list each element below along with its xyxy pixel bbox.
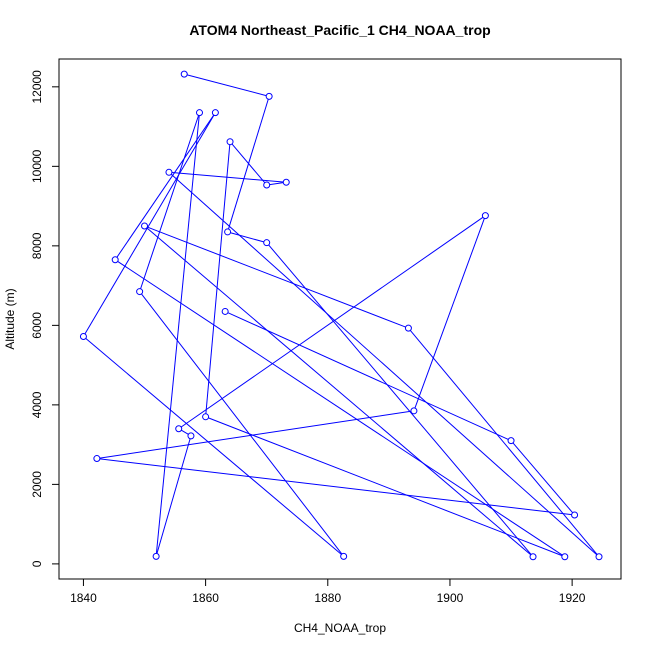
data-point: [221, 307, 229, 315]
data-point: [136, 288, 144, 296]
x-axis: 1840 1860 1880 1900 1920: [70, 578, 586, 605]
y-axis: 0 2000 4000 6000 8000 10000 12000: [30, 70, 60, 567]
series-segment: [116, 114, 215, 258]
data-point: [263, 181, 271, 189]
x-tick-label: 1880: [314, 591, 341, 605]
series-segment: [414, 218, 485, 409]
series-segment: [231, 143, 266, 184]
data-point: [180, 70, 188, 78]
data-point: [187, 432, 195, 440]
series-segment: [171, 172, 284, 183]
data-point: [529, 553, 537, 561]
data-point: [481, 212, 489, 220]
x-axis-label: CH4_NOAA_trop: [294, 621, 386, 635]
y-tick-label: 2000: [30, 471, 44, 498]
data-point: [410, 407, 418, 415]
data-point: [111, 256, 119, 264]
series-segment: [147, 226, 406, 328]
data-point: [202, 413, 210, 421]
series-segment: [181, 429, 189, 435]
series-segment: [99, 410, 412, 459]
series-segment: [84, 115, 215, 335]
series-segment: [205, 144, 231, 414]
series-segment: [155, 115, 200, 554]
data-point: [211, 109, 219, 117]
data-point: [404, 324, 412, 332]
data-point: [595, 553, 603, 561]
data-point: [571, 511, 579, 519]
data-point: [93, 455, 101, 463]
series-segment: [99, 458, 572, 516]
data-point: [141, 222, 149, 230]
ch4-series: [79, 70, 603, 561]
series-segment: [85, 338, 342, 555]
y-tick-label: 6000: [30, 312, 44, 339]
y-axis-label: Altitude (m): [3, 288, 17, 349]
x-tick-label: 1840: [70, 591, 97, 605]
data-point: [79, 332, 87, 340]
series-segment: [268, 244, 532, 555]
data-point: [175, 425, 183, 433]
series-segment: [141, 293, 343, 555]
series-segment: [117, 261, 563, 556]
series-segment: [187, 74, 267, 97]
data-point: [507, 437, 515, 445]
x-tick-label: 1920: [559, 591, 586, 605]
data-point: [224, 228, 232, 236]
data-point: [165, 168, 173, 176]
y-tick-label: 12000: [30, 70, 44, 104]
y-tick-label: 8000: [30, 232, 44, 259]
series-segment: [170, 173, 598, 556]
series-segment: [409, 330, 598, 555]
chart-title: ATOM4 Northeast_Pacific_1 CH4_NOAA_trop: [189, 22, 490, 38]
data-point: [282, 178, 290, 186]
series-segment: [208, 417, 563, 557]
data-point: [263, 239, 271, 247]
data-point: [226, 138, 234, 146]
series-segment: [156, 438, 191, 554]
series-segment: [146, 227, 532, 556]
y-tick-label: 10000: [30, 149, 44, 183]
series-segment: [269, 182, 284, 186]
x-tick-label: 1900: [437, 591, 464, 605]
series-segment: [180, 216, 484, 428]
data-point: [340, 552, 348, 560]
data-point: [561, 553, 569, 561]
data-point: [152, 552, 160, 560]
data-point: [265, 92, 273, 100]
data-point: [196, 109, 203, 117]
x-tick-label: 1860: [192, 591, 219, 605]
series-segment: [227, 312, 509, 440]
series-segment: [140, 115, 200, 289]
y-tick-label: 4000: [30, 391, 44, 418]
y-tick-label: 0: [30, 560, 44, 567]
series-segment: [230, 232, 264, 243]
series-segment: [512, 442, 574, 514]
series-segment: [228, 99, 269, 230]
